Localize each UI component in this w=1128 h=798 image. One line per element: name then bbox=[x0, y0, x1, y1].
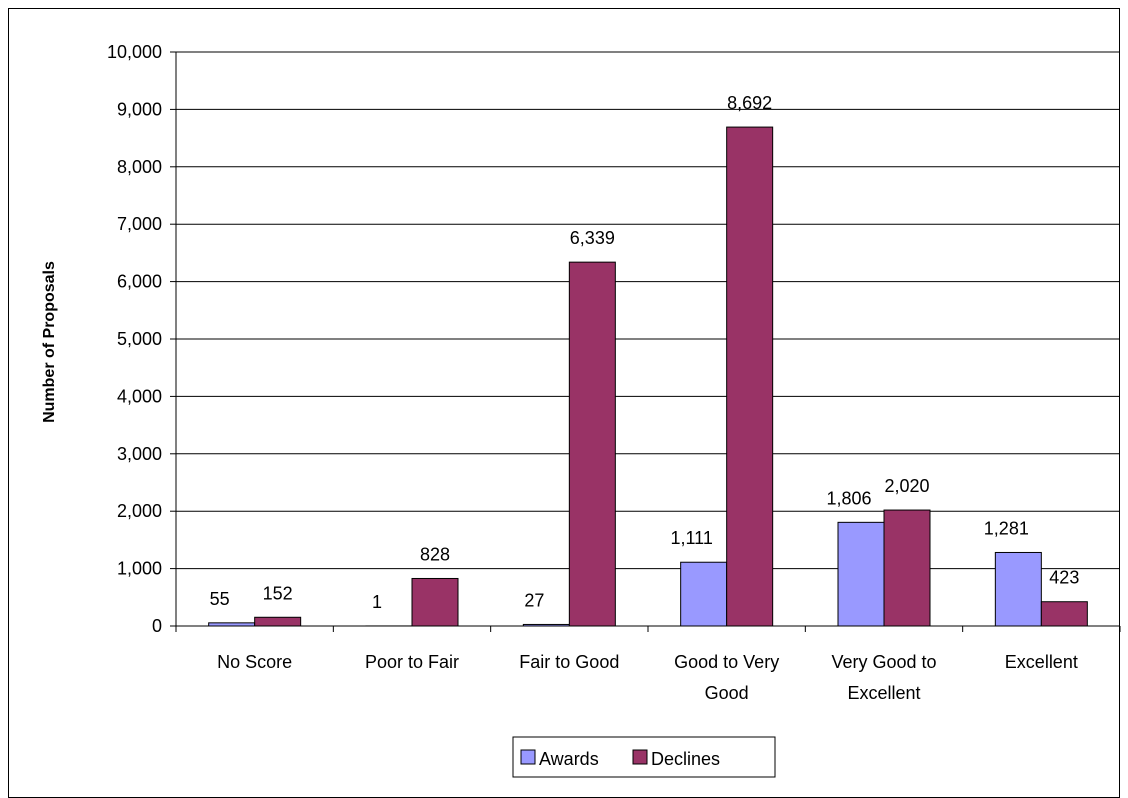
awards-data-label: 27 bbox=[524, 590, 544, 610]
awards-bar bbox=[209, 623, 255, 626]
declines-data-label: 423 bbox=[1049, 568, 1079, 588]
awards-data-label: 1,806 bbox=[826, 488, 871, 508]
awards-bar bbox=[838, 522, 884, 626]
y-tick-label: 7,000 bbox=[117, 214, 162, 234]
y-tick-label: 0 bbox=[152, 616, 162, 636]
y-tick-label: 9,000 bbox=[117, 99, 162, 119]
awards-bar bbox=[523, 624, 569, 626]
legend-declines-swatch bbox=[633, 750, 647, 764]
y-tick-label: 8,000 bbox=[117, 157, 162, 177]
x-category-label: Good bbox=[705, 683, 749, 703]
declines-data-label: 828 bbox=[420, 544, 450, 564]
x-category-label: Fair to Good bbox=[519, 652, 619, 672]
x-category-label: No Score bbox=[217, 652, 292, 672]
awards-data-label: 1 bbox=[372, 592, 382, 612]
x-category-label: Poor to Fair bbox=[365, 652, 459, 672]
declines-bar bbox=[727, 127, 773, 626]
x-category-label: Good to Very bbox=[674, 652, 779, 672]
y-axis-title: Number of Proposals bbox=[41, 261, 58, 423]
declines-bar bbox=[412, 578, 458, 626]
declines-data-label: 2,020 bbox=[884, 476, 929, 496]
awards-bar bbox=[681, 562, 727, 626]
declines-bar bbox=[884, 510, 930, 626]
legend-awards-label: Awards bbox=[539, 749, 599, 769]
y-tick-label: 3,000 bbox=[117, 444, 162, 464]
declines-data-label: 6,339 bbox=[570, 228, 615, 248]
x-category-label: Excellent bbox=[1005, 652, 1078, 672]
declines-bar bbox=[1041, 602, 1087, 626]
legend-declines-label: Declines bbox=[651, 749, 720, 769]
declines-bar bbox=[255, 617, 301, 626]
y-tick-label: 1,000 bbox=[117, 559, 162, 579]
x-category-label: Excellent bbox=[847, 683, 920, 703]
y-tick-label: 5,000 bbox=[117, 329, 162, 349]
awards-data-label: 1,281 bbox=[984, 518, 1029, 538]
awards-data-label: 1,111 bbox=[670, 528, 712, 548]
x-category-label: Very Good to bbox=[831, 652, 936, 672]
awards-data-label: 55 bbox=[210, 589, 230, 609]
y-tick-label: 6,000 bbox=[117, 272, 162, 292]
declines-data-label: 8,692 bbox=[727, 93, 772, 113]
awards-bar bbox=[995, 552, 1041, 626]
legend-awards-swatch bbox=[521, 750, 535, 764]
y-tick-label: 10,000 bbox=[107, 42, 162, 62]
declines-data-label: 152 bbox=[263, 583, 293, 603]
y-tick-label: 4,000 bbox=[117, 386, 162, 406]
y-tick-label: 2,000 bbox=[117, 501, 162, 521]
declines-bar bbox=[569, 262, 615, 626]
